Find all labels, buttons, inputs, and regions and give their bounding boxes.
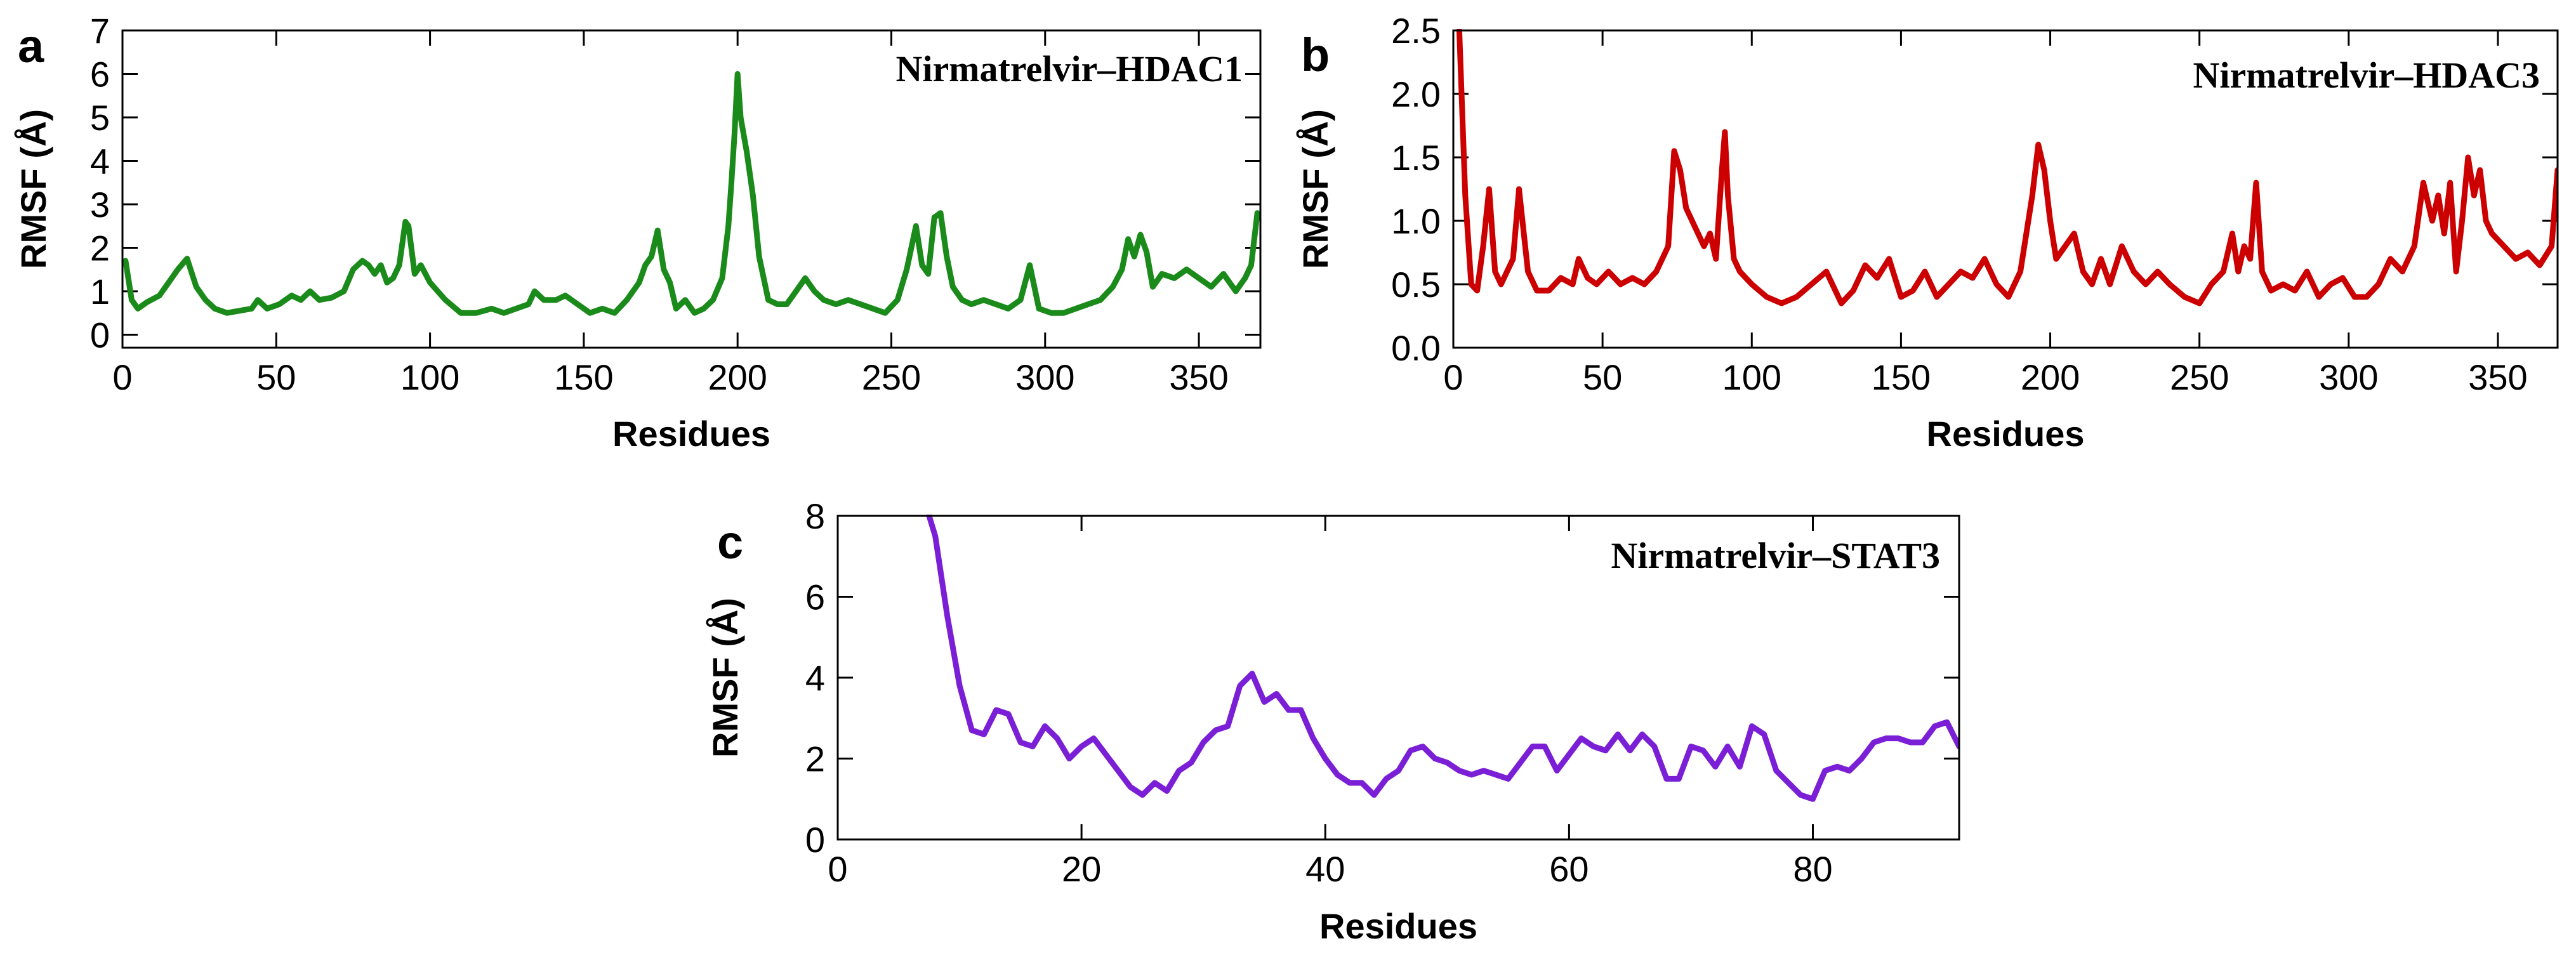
panel-letter-c: c	[717, 516, 743, 569]
panel-b-y-axis-label: RMSF (Å)	[1295, 109, 1335, 269]
panel-b-x-tick-label: 50	[1583, 357, 1622, 397]
panel-a-y-axis-label: RMSF (Å)	[13, 109, 53, 269]
panel-a-x-tick-label: 0	[112, 357, 132, 397]
panel-b-x-axis-label: Residues	[1927, 414, 2085, 454]
panel-c-series-line	[926, 515, 1959, 802]
panel-c-x-tick-label: 40	[1305, 849, 1345, 889]
panel-a-x-axis-label: Residues	[612, 414, 770, 454]
panel-c-y-tick-label: 2	[805, 739, 825, 779]
panel-c-x-tick-label: 0	[828, 849, 847, 889]
panel-b-x-tick-label: 250	[2170, 357, 2229, 397]
panel-b-title: Nirmatrelvir–HDAC3	[2193, 55, 2540, 96]
panel-c-y-axis-label: RMSF (Å)	[705, 598, 745, 758]
panel-c-x-tick-label: 60	[1549, 849, 1589, 889]
panel-c-y-tick-label: 8	[805, 496, 825, 536]
panel-a-y-tick-label: 4	[90, 141, 110, 181]
panel-b-y-tick-label: 1.0	[1391, 201, 1441, 241]
panel-b-x-tick-label: 150	[1872, 357, 1931, 397]
panel-a-y-tick-label: 3	[90, 185, 110, 225]
panel-a-series-line	[122, 71, 1260, 316]
panel-c-x-tick-label: 80	[1793, 849, 1832, 889]
panel-a-frame	[121, 29, 1262, 349]
panel-b-x-tick-label: 0	[1443, 357, 1463, 397]
panel-b-x-tick-label: 300	[2319, 357, 2378, 397]
panel-b-frame	[1452, 29, 2559, 349]
panel-a-y-tick-label: 6	[90, 54, 110, 94]
panel-a-y-tick-label: 0	[90, 315, 110, 355]
panel-c-frame	[836, 515, 1960, 841]
panel-c-title: Nirmatrelvir–STAT3	[1611, 535, 1940, 576]
panel-letter-b: b	[1301, 29, 1330, 81]
panel-b: b 0 50 100 150 200 250 300 350 0.0 0.5 1.0 1.5 2.0 2.…	[1295, 11, 2559, 454]
panel-b-y-tick-label: 2.5	[1391, 11, 1441, 51]
panel-a-y-tick-label: 7	[90, 11, 110, 51]
panel-a-x-tick-label: 350	[1169, 357, 1228, 397]
panel-a-x-tick-label: 250	[862, 357, 921, 397]
panel-a-title: Nirmatrelvir–HDAC1	[895, 48, 1243, 89]
panel-a-x-tick-label: 150	[554, 357, 613, 397]
panel-c-y-tick-label: 4	[805, 658, 825, 698]
panel-b-x-tick-label: 350	[2468, 357, 2527, 397]
panel-a-y-tick-label: 2	[90, 228, 110, 268]
panel-c-y-tick-label: 6	[805, 577, 825, 617]
panel-a-x-tick-label: 50	[256, 357, 296, 397]
panel-b-tick-labels: 0 50 100 150 200 250 300 350 0.0 0.5 1.0 1.5 2.0 2.5	[1391, 11, 2528, 397]
panel-b-x-tick-label: 100	[1722, 357, 1781, 397]
panel-b-x-tick-label: 200	[2021, 357, 2080, 397]
panel-c-y-tick-label: 0	[805, 820, 825, 860]
panel-b-y-tick-label: 1.5	[1391, 138, 1441, 178]
panel-b-series-line	[1456, 29, 2558, 306]
panel-c-x-tick-label: 20	[1062, 849, 1101, 889]
panel-c-tick-labels: 0 20 40 60 80 0 2 4 6 8	[805, 496, 1833, 889]
panel-a-y-tick-label: 1	[90, 272, 110, 312]
panel-a-y-tick-label: 5	[90, 98, 110, 138]
panel-b-y-tick-label: 2.0	[1391, 74, 1441, 114]
panel-a-x-tick-label: 300	[1015, 357, 1074, 397]
panel-a-x-tick-label: 200	[708, 357, 767, 397]
panel-c: c 0 20 40 60 80 0 2 4 6 8 Nirmatrelvir–STAT3 Resi…	[705, 496, 1960, 946]
panel-b-y-tick-label: 0.5	[1391, 265, 1441, 305]
panel-b-y-tick-label: 0.0	[1391, 328, 1441, 368]
panel-a-x-tick-label: 100	[400, 357, 459, 397]
panel-c-x-axis-label: Residues	[1319, 906, 1477, 946]
panel-letter-a: a	[18, 20, 44, 72]
